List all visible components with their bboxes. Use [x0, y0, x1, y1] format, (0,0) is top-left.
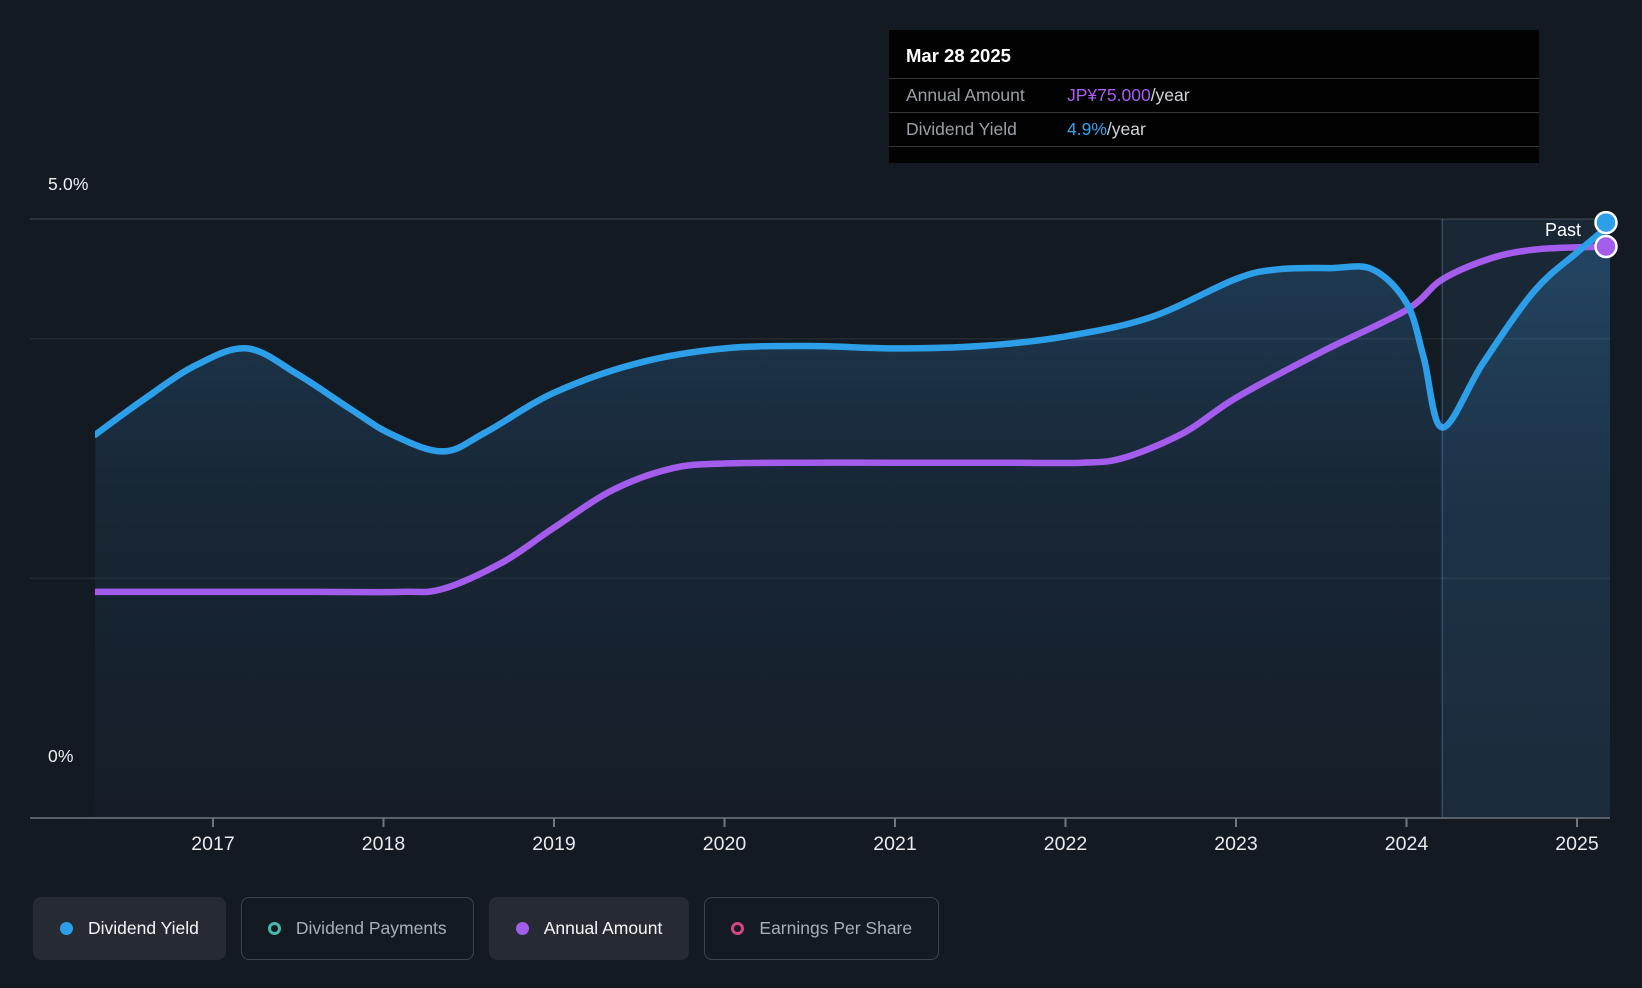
legend-button-annual-amount[interactable]: Annual Amount [488, 897, 690, 960]
tooltip-label: Dividend Yield [906, 119, 1017, 139]
legend-label: Annual Amount [543, 918, 663, 938]
x-axis-year-label: 2019 [532, 833, 575, 855]
dividend-yield-line [95, 220, 1610, 455]
x-axis-year-label: 2021 [873, 833, 916, 855]
annual-amount-dot-icon [515, 922, 529, 935]
x-axis-year-label: 2025 [1555, 833, 1599, 855]
legend-button-dividend-yield[interactable]: Dividend Yield [33, 897, 226, 960]
tooltip-suffix: /year [1106, 119, 1146, 139]
annual-amount-end-marker [1594, 234, 1618, 259]
legend-label: Earnings Per Share [759, 918, 913, 938]
tooltip-date: Mar 28 2025 [906, 45, 1011, 66]
legend-label: Dividend Yield [88, 918, 199, 938]
dividend-yield-end-marker [1594, 210, 1618, 235]
dividend-payments-ring-icon [267, 922, 281, 935]
tooltip-suffix: /year [1150, 85, 1190, 105]
legend-label: Dividend Payments [295, 918, 447, 938]
x-axis-year-label: 2020 [703, 833, 747, 855]
tooltip-row-annual-amount: Annual Amount JP¥75.000/year [889, 78, 1539, 112]
x-axis-year-label: 2018 [362, 833, 405, 855]
past-region-label: Past [1545, 220, 1582, 240]
tooltip-row-dividend-yield: Dividend Yield 4.9%/year [889, 112, 1539, 147]
x-axis-year-label: 2022 [1044, 833, 1087, 855]
earnings-per-share-ring-icon [731, 922, 745, 935]
dividend-yield-area [95, 224, 1610, 818]
tooltip-value: 4.9% [1067, 119, 1107, 139]
tooltip-label: Annual Amount [906, 85, 1025, 105]
chart-legend: Dividend Yield Dividend Payments Annual … [33, 897, 940, 960]
legend-button-earnings-per-share[interactable]: Earnings Per Share [704, 897, 940, 960]
chart-tooltip: Mar 28 2025 Annual Amount JP¥75.000/year… [889, 30, 1539, 163]
y-axis-min-label: 0% [48, 746, 74, 766]
dividend-yield-dot-icon [60, 922, 73, 935]
legend-button-dividend-payments[interactable]: Dividend Payments [240, 897, 474, 960]
tooltip-value: JP¥75.000 [1067, 85, 1151, 105]
y-axis-max-label: 5.0% [48, 174, 89, 194]
x-axis-year-label: 2024 [1385, 833, 1429, 855]
annual-amount-line [95, 243, 1610, 596]
x-axis-year-label: 2023 [1214, 833, 1257, 855]
x-axis-year-label: 2017 [191, 833, 234, 855]
